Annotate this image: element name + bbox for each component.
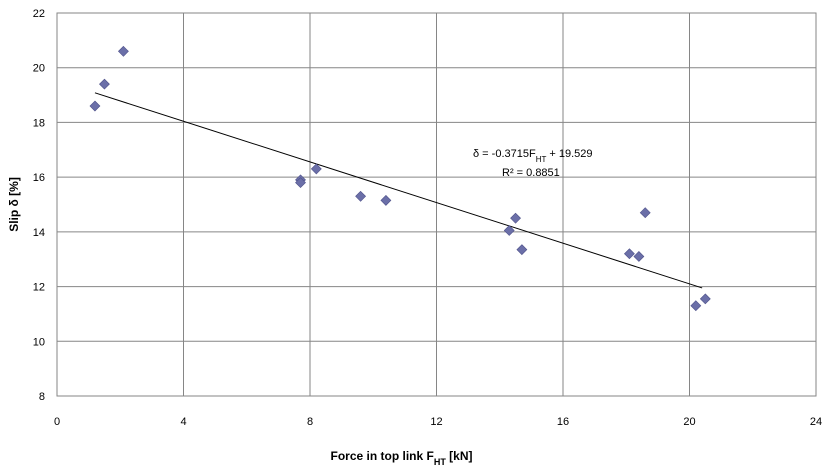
y-tick-label: 14 xyxy=(33,227,45,239)
x-axis-title: Force in top link FHT [kN] xyxy=(330,449,472,467)
tick-labels: 8 10 12 14 16 18 20 22 0 4 8 12 16 20 24 xyxy=(33,8,822,428)
y-tick-label: 20 xyxy=(33,63,45,75)
data-point xyxy=(295,177,306,189)
data-point xyxy=(89,100,101,112)
y-tick-label: 10 xyxy=(33,336,45,348)
data-point xyxy=(99,78,110,90)
x-tick-label: 24 xyxy=(810,416,822,428)
x-axis-title-subscript: HT xyxy=(434,457,446,467)
y-tick-label: 12 xyxy=(33,282,45,294)
trend-line xyxy=(94,92,703,289)
data-point xyxy=(117,45,129,57)
plot-area-frame xyxy=(56,12,817,397)
data-point xyxy=(633,251,645,262)
y-tick-label: 16 xyxy=(33,172,45,184)
y-tick-label: 8 xyxy=(39,391,45,403)
equation-subscript: HT xyxy=(536,155,547,164)
data-point xyxy=(623,248,635,260)
equation-suffix: + 19.529 xyxy=(546,148,592,160)
x-tick-label: 12 xyxy=(430,416,442,428)
grid xyxy=(56,12,817,397)
data-point xyxy=(516,244,528,256)
x-tick-label: 20 xyxy=(683,416,695,428)
x-axis-title-main: Force in top link F xyxy=(330,449,433,463)
trendline-equation-label: δ = -0.3715FHT + 19.529 R² = 0.8851 xyxy=(473,148,593,179)
x-axis-title-unit: [kN] xyxy=(446,449,473,463)
x-tick-label: 4 xyxy=(180,416,186,428)
trendline-r-squared: R² = 0.8851 xyxy=(502,167,560,179)
x-tick-label: 16 xyxy=(557,416,569,428)
y-axis-title: Slip δ [%] xyxy=(7,177,21,232)
data-point xyxy=(699,293,711,305)
equation-prefix: δ = -0.3715F xyxy=(473,148,536,160)
data-point xyxy=(355,190,367,202)
data-point xyxy=(380,194,392,206)
x-tick-label: 8 xyxy=(307,416,313,428)
data-point xyxy=(510,212,521,224)
trendline-equation: δ = -0.3715FHT + 19.529 xyxy=(473,148,593,164)
y-tick-label: 22 xyxy=(33,8,45,20)
data-point xyxy=(310,163,322,175)
data-point xyxy=(639,207,651,219)
data-points xyxy=(89,45,711,312)
data-point xyxy=(690,300,702,312)
y-tick-label: 18 xyxy=(33,117,45,129)
x-tick-label: 0 xyxy=(54,416,60,428)
data-point xyxy=(503,225,515,236)
